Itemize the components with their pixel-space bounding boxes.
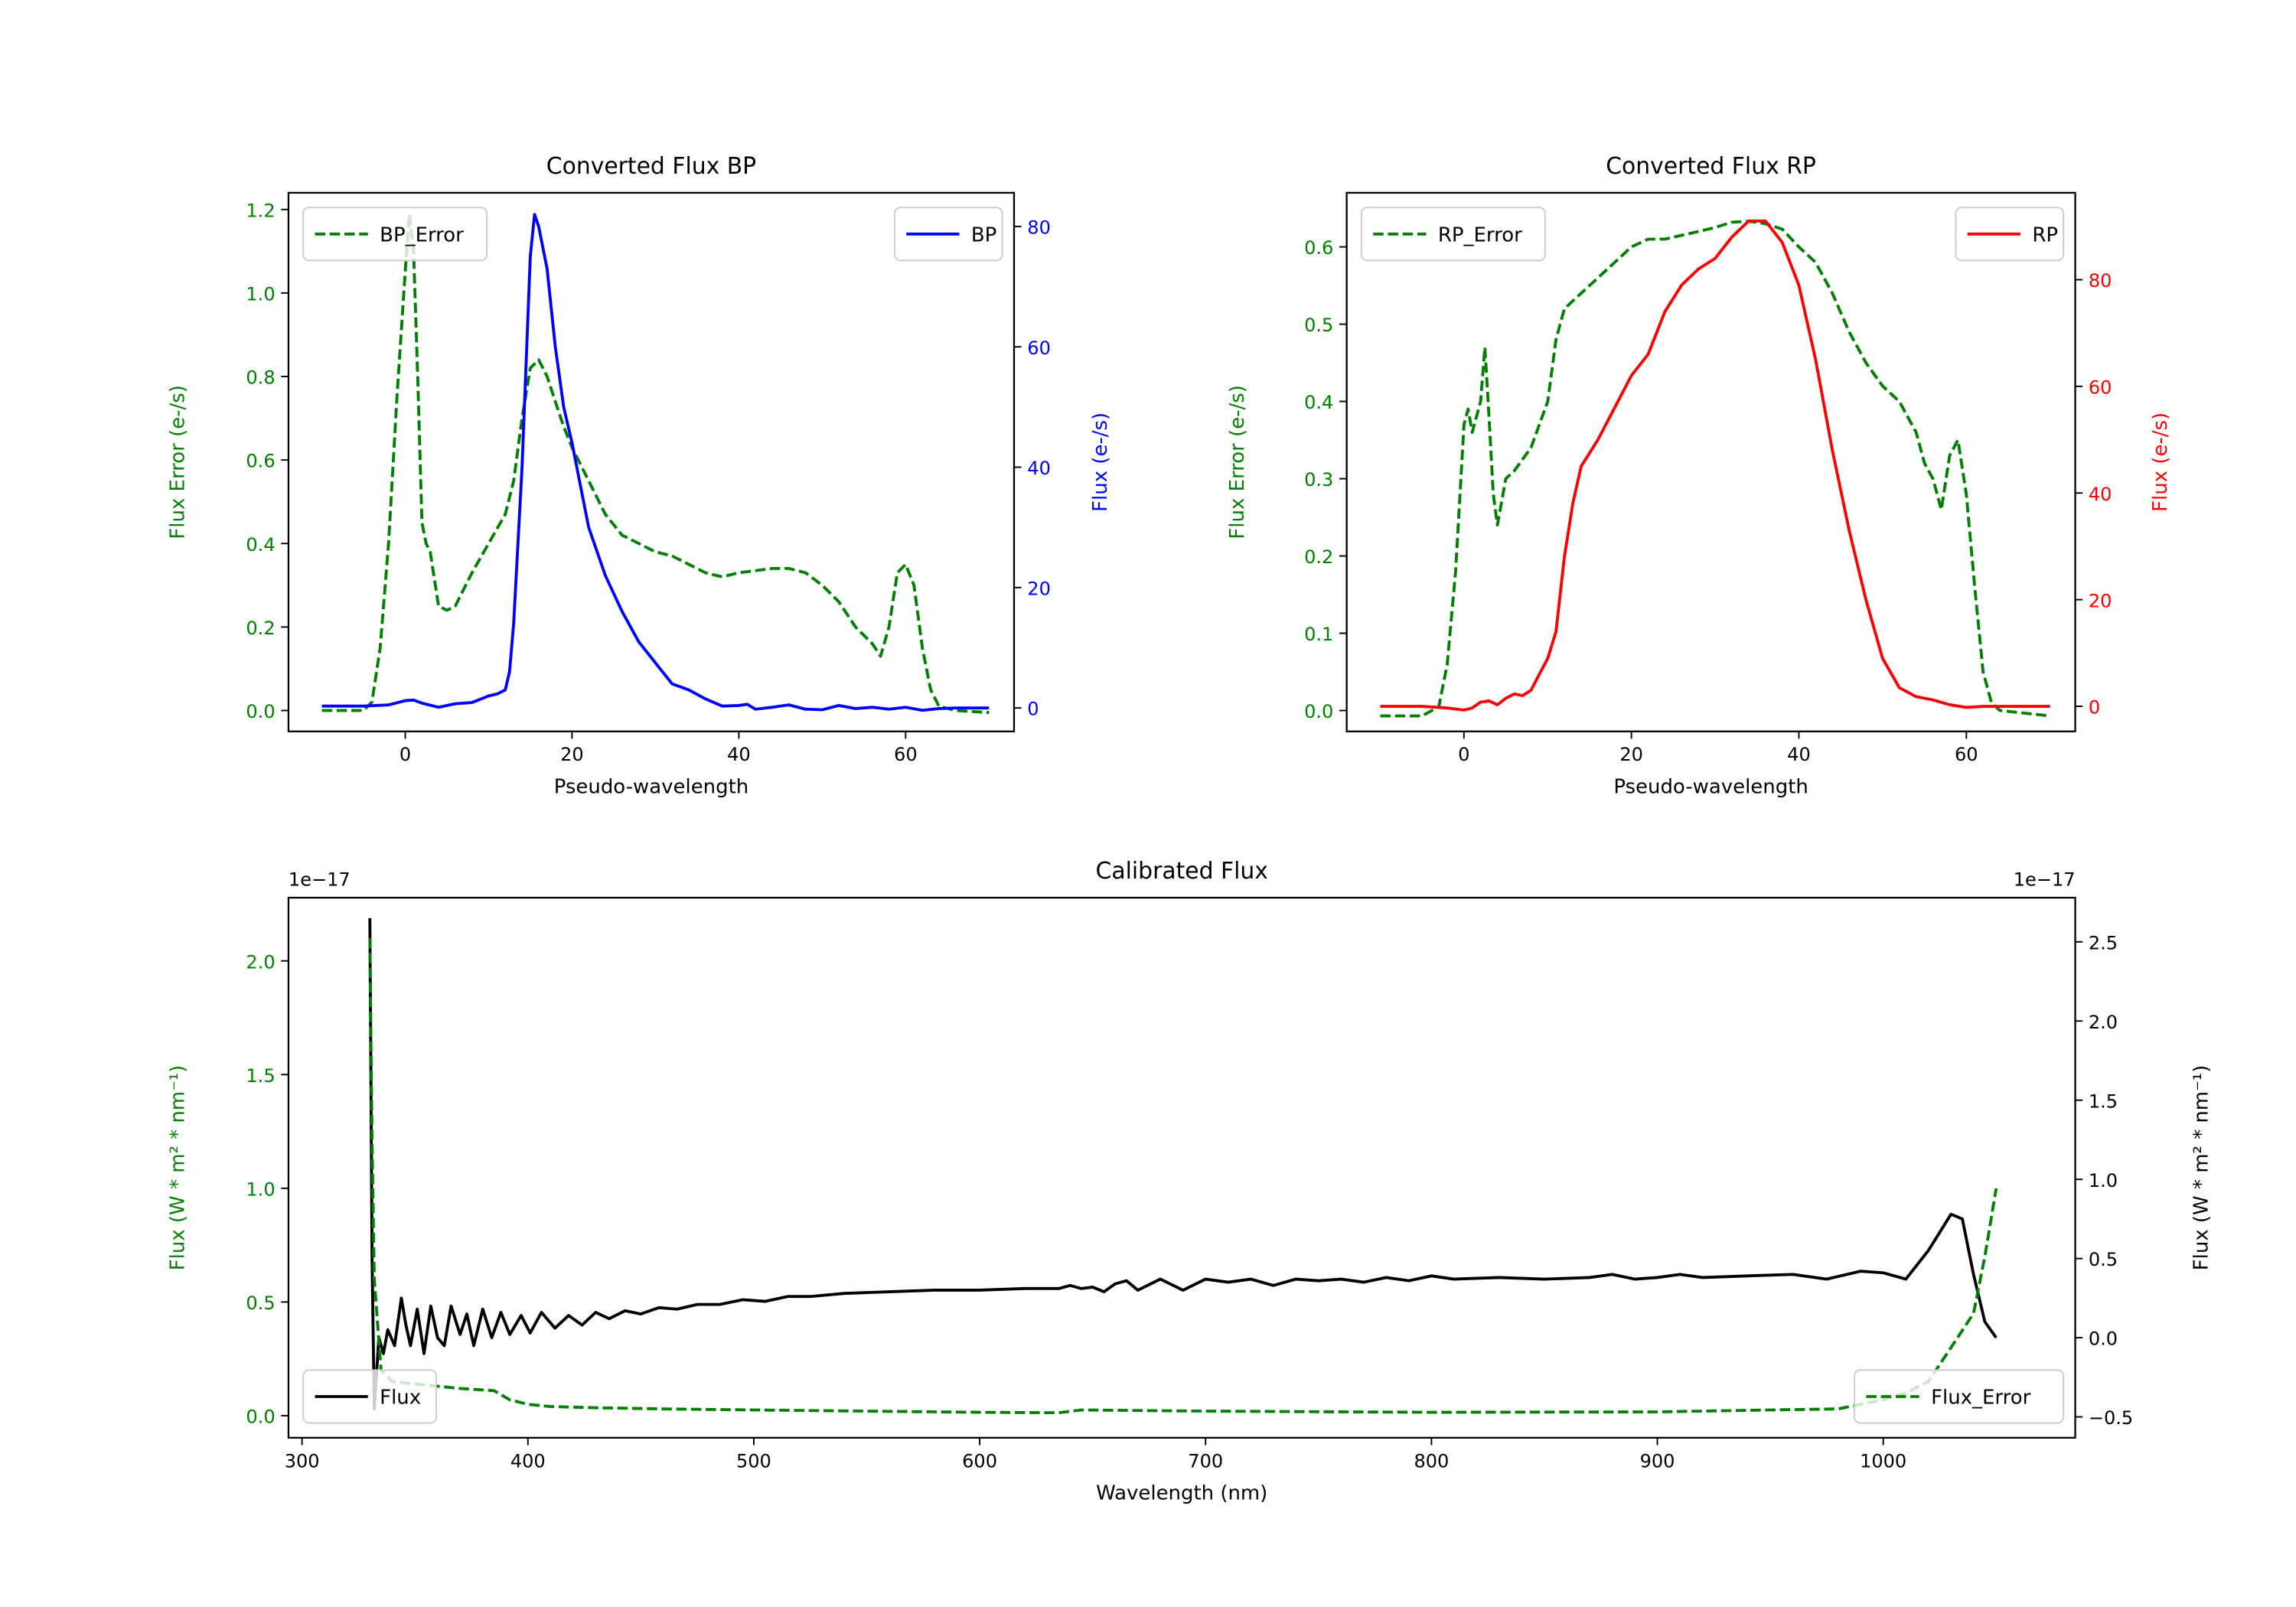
y-left-axis-label: Flux Error (e-/s) [166,385,189,539]
x-tick-label: 500 [736,1450,771,1472]
y-left-tick-label: 1.0 [246,283,275,305]
x-tick-label: 300 [285,1450,320,1472]
x-tick-label: 0 [400,744,411,765]
plot-frame [1345,191,2076,732]
y-left-tick-label: 0.6 [246,451,275,472]
y-right-tick-label: 0 [2089,697,2100,719]
chart-title: Converted Flux RP [1606,153,1816,180]
legend-flux: Flux [302,1369,437,1424]
y-left-tick-label: 0.5 [1304,315,1333,336]
series-line-rp [1380,219,2050,712]
y-left-tick-label: 0.2 [246,618,275,639]
plot-frame [287,191,1016,732]
legend-flux-error: Flux_Error [1854,1369,2065,1424]
y-right-tick-label: 1.5 [2089,1090,2118,1112]
y-right-tick-label: 2.0 [2089,1012,2118,1033]
legend-label: BP [971,223,996,246]
legend-box [1854,1369,2065,1424]
plot-frame [287,896,2076,1439]
legend-bp: BP [893,207,1003,262]
legend-box [302,207,488,262]
legend-rp-error: RP_Error [1360,207,1546,262]
y-right-tick-label: 0 [1027,699,1039,720]
y-left-tick-label: 0.0 [246,701,275,722]
y-left-tick-label: 1.5 [246,1065,275,1087]
y-right-axis-label: Flux (W * m² * nm⁻¹) [2190,1065,2213,1271]
y-left-tick-label: 1.0 [246,1178,275,1200]
legend-box [1360,207,1546,262]
y-right-tick-label: 60 [2089,377,2112,399]
chart-title: Calibrated Flux [1096,858,1268,885]
y-right-tick-label: 0.5 [2089,1249,2118,1270]
series-line-bp [321,213,990,712]
y-right-tick-label: 60 [1027,337,1051,359]
y-left-tick-label: 0.5 [246,1292,275,1314]
x-axis-label: Wavelength (nm) [1096,1482,1267,1505]
y-left-tick-label: 0.3 [1304,469,1333,491]
chart-panel-1: Converted Flux BP 0 20 40 60 0.0 0.2 0.4 0.6 0.8 1… [166,153,1112,799]
x-tick-label: 700 [1188,1450,1223,1472]
legend-box [302,1369,437,1424]
x-tick-label: 600 [962,1450,997,1472]
y-left-tick-label: 2.0 [246,951,275,973]
x-tick-label: 20 [1619,744,1643,765]
x-tick-label: 60 [1955,744,1978,765]
y-right-tick-label: 1.0 [2089,1170,2118,1191]
y-right-tick-label: 80 [2089,270,2112,292]
y-left-axis-label: Flux (W * m² * nm⁻¹) [166,1065,189,1271]
y-left-tick-label: 0.8 [246,367,275,389]
legend-bp-error: BP_Error [302,207,488,262]
y-left-tick-label: 0.0 [1304,701,1333,722]
y-left-offset-text: 1e−17 [289,869,351,891]
legend-label: RP_Error [1438,223,1522,246]
x-axis-label: Pseudo-wavelength [1613,776,1808,799]
legend-label: Flux_Error [1931,1387,2031,1410]
legend-label: Flux [380,1387,421,1410]
x-tick-label: 40 [1787,744,1811,765]
x-tick-label: 60 [894,744,918,765]
x-axis-label: Pseudo-wavelength [554,776,749,799]
chart-title: Converted Flux BP [546,153,756,180]
x-tick-label: 20 [560,744,584,765]
y-right-tick-label: 20 [2089,590,2112,611]
y-left-tick-label: 0.6 [1304,237,1333,259]
y-left-tick-label: 0.0 [246,1407,275,1428]
y-right-tick-label: 20 [1027,578,1051,599]
series-line-flux-error [368,937,1998,1415]
y-left-tick-label: 1.2 [246,200,275,221]
y-right-tick-label: 2.5 [2089,932,2118,953]
y-left-tick-label: 0.4 [1304,392,1333,413]
x-tick-label: 0 [1458,744,1469,765]
x-tick-label: 400 [510,1450,546,1472]
legend-label: RP [2032,223,2058,246]
y-right-tick-label: 80 [1027,217,1051,239]
legend-label: BP_Error [380,223,464,246]
y-right-tick-label: 0.0 [2089,1328,2118,1350]
x-tick-label: 40 [727,744,751,765]
y-right-tick-label: −0.5 [2089,1407,2133,1429]
y-left-tick-label: 0.4 [246,534,275,556]
chart-panel-3: Calibrated Flux 300 400 500 600 700 800 900 1000… [166,858,2213,1505]
series-line-flux [368,918,1998,1411]
y-right-axis-label: Flux (e-/s) [2149,412,2172,512]
y-right-tick-label: 40 [1027,458,1051,479]
x-tick-label: 800 [1414,1450,1449,1472]
x-tick-label: 1000 [1860,1450,1906,1472]
y-left-axis-label: Flux Error (e-/s) [1226,385,1249,539]
x-tick-label: 900 [1640,1450,1675,1472]
series-line-rp-error [1380,220,2050,718]
series-line-bp-error [321,212,990,715]
chart-panel-2: Converted Flux RP 0 20 40 60 0.0 0.1 0.2 0.3 0.4 0… [1226,153,2172,799]
y-left-tick-label: 0.1 [1304,624,1333,645]
y-right-axis-label: Flux (e-/s) [1089,412,1112,512]
legend-rp: RP [1955,207,2065,262]
y-right-tick-label: 40 [2089,484,2112,505]
y-right-offset-text: 1e−17 [2014,869,2076,891]
y-left-tick-label: 0.2 [1304,546,1333,568]
